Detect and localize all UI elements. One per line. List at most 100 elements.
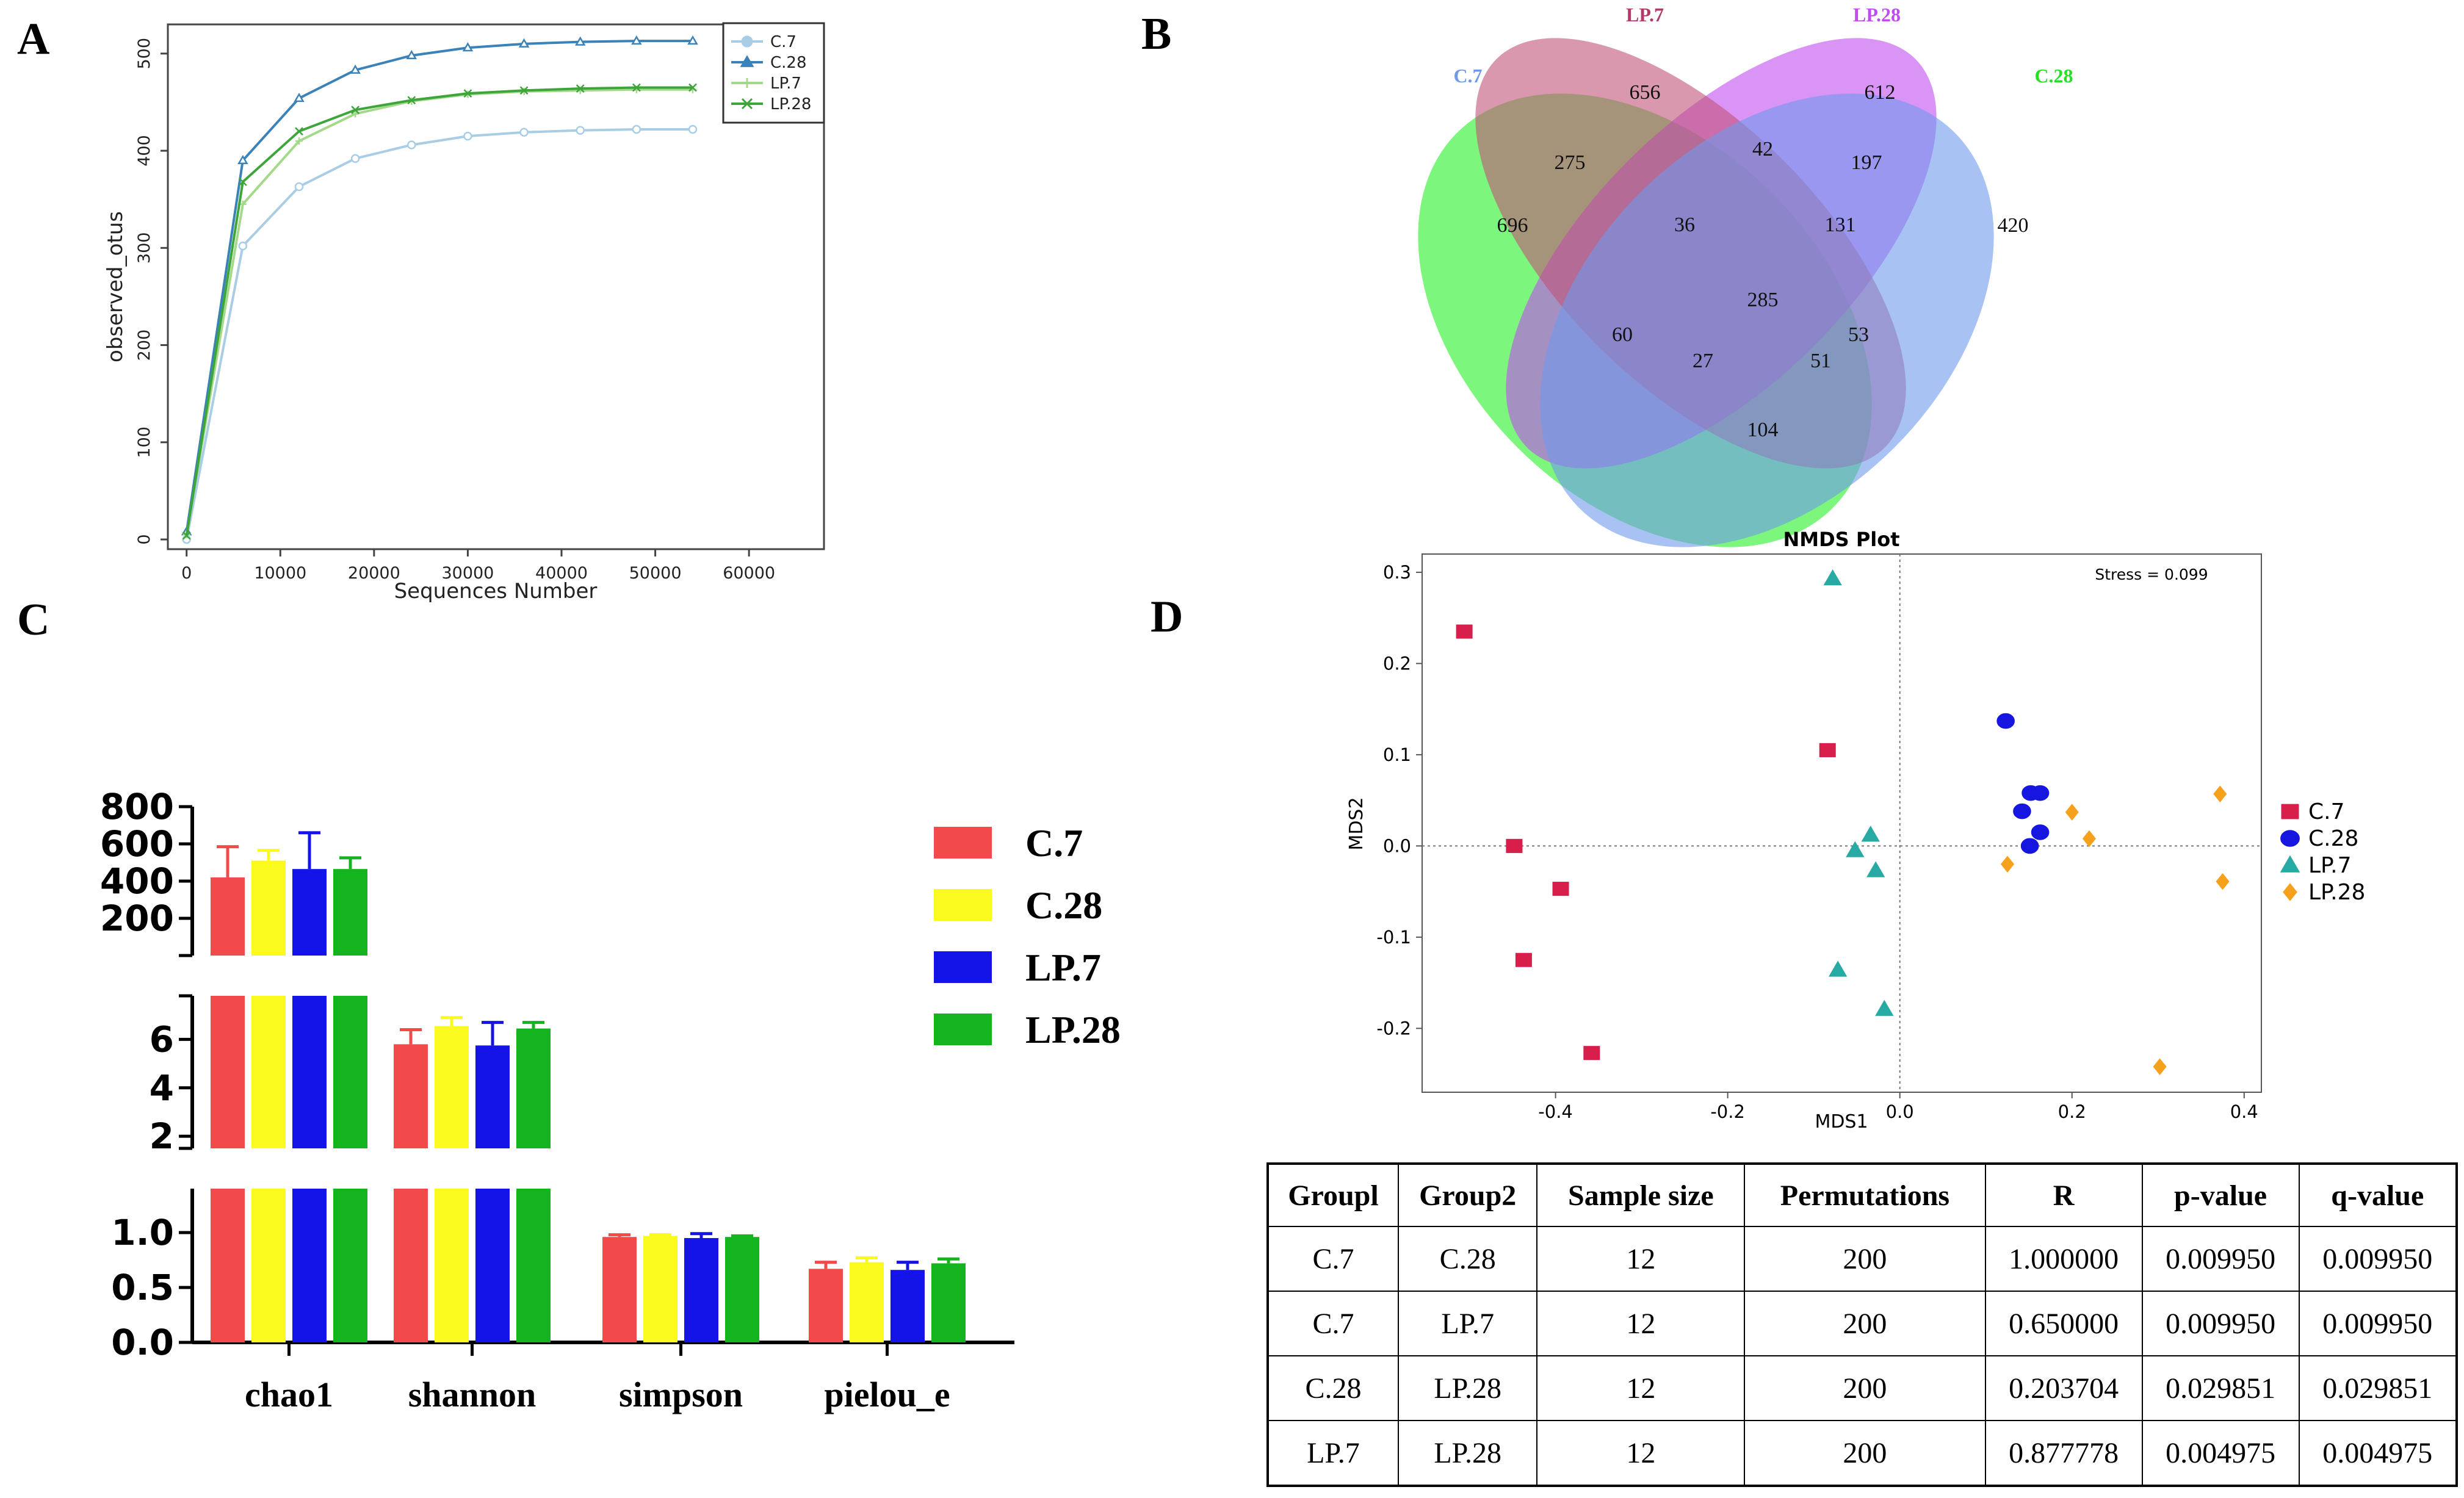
nmds-point-C.7	[1456, 624, 1473, 639]
venn-count-LP7: 656	[1630, 81, 1661, 104]
nmds-ytick-label: -0.1	[1376, 927, 1411, 948]
venn-count-LP7-C28: 53	[1848, 323, 1869, 346]
table-cell: 0.004975	[2141, 1420, 2300, 1486]
rarefaction-point	[463, 131, 472, 141]
venn-count-LP7-LP28-C28: 131	[1825, 214, 1856, 236]
alpha-legend: C.7 C.28 LP.7 LP.28	[934, 821, 1121, 1051]
table-cell: LP.28	[1397, 1355, 1538, 1421]
rarefaction-point	[462, 42, 474, 52]
nmds-plot-frame	[1422, 553, 2262, 1093]
nmds-xtick-label: -0.2	[1710, 1101, 1745, 1122]
nmds-ytick-label: 0.2	[1383, 653, 1411, 674]
rarefaction-legend-marker	[741, 98, 753, 110]
nmds-point-LP.7	[1875, 999, 1894, 1016]
table-cell: 12	[1536, 1420, 1746, 1486]
nmds-legend-marker	[2283, 883, 2297, 901]
nmds-ylabel: MDS2	[1346, 797, 1367, 850]
rarefaction-point	[632, 83, 641, 92]
table-header-cell: R	[1984, 1163, 2143, 1227]
table-cell: 0.029851	[2141, 1355, 2300, 1421]
table-cell: 0.009950	[2141, 1291, 2300, 1356]
nmds-point-C.28	[2020, 838, 2039, 854]
alpha-error-bar	[217, 845, 239, 877]
alpha-bar-shannon-LP.7	[475, 1045, 510, 1148]
alpha-ytick-label: 0.0	[111, 1322, 174, 1363]
table-cell: 200	[1744, 1226, 1986, 1292]
alpha-bar-chao1-C.7	[211, 877, 245, 956]
rarefaction-legend-label: C.7	[770, 33, 797, 51]
nmds-point-C.28	[2031, 824, 2050, 840]
nmds-xtick-label: 0.2	[2058, 1101, 2086, 1122]
alpha-bar-chao1-LP.7	[292, 1189, 327, 1342]
table-cell: C.7	[1267, 1291, 1399, 1356]
alpha-bar-pielou_e-C.7	[809, 1269, 843, 1342]
alpha-bar-shannon-LP.28	[516, 1189, 551, 1342]
alpha-error-bar	[897, 1261, 919, 1270]
table-cell: 0.877778	[1984, 1420, 2143, 1486]
alpha-error-bar	[339, 856, 361, 870]
alpha-error-bar	[856, 1256, 878, 1262]
nmds-point-C.7	[1583, 1046, 1600, 1060]
nmds-title: NMDS Plot	[1783, 528, 1899, 551]
nmds-point-LP.7	[1846, 841, 1865, 857]
rarefaction-point	[519, 86, 529, 95]
rarefaction-legend-box	[722, 22, 825, 124]
panel-label-a: A	[17, 14, 49, 64]
table-cell: 0.004975	[2298, 1420, 2458, 1486]
rarefaction-xlabel: Sequences Number	[394, 579, 598, 603]
rarefaction-xtick-label: 30000	[441, 564, 494, 583]
table-cell: 0.009950	[2298, 1226, 2458, 1292]
alpha-error-bar	[815, 1261, 837, 1269]
alpha-ytick-label: 6	[150, 1018, 174, 1060]
alpha-error-bar	[609, 1233, 630, 1237]
venn-label-c7: C.7	[1453, 65, 1482, 87]
venn-count-C7-C28: 104	[1747, 419, 1779, 441]
alpha-ytick-label: 200	[100, 898, 174, 939]
venn-count-LP7-LP28: 42	[1752, 138, 1773, 160]
alpha-bar-chao1-LP.7	[292, 996, 327, 1148]
table-header-cell: q-value	[2298, 1163, 2458, 1227]
alpha-bar-chao1-C.7	[211, 1189, 245, 1342]
alpha-bar-shannon-LP.28	[516, 1028, 551, 1148]
table-cell: 200	[1744, 1291, 1986, 1356]
alpha-bar-simpson-C.28	[643, 1236, 677, 1342]
alpha-legend-label: LP.28	[1025, 1008, 1121, 1051]
venn-diagram: C.7 LP.7 LP.28 C.28 696 656 612 420 275 42 197…	[1418, 4, 2073, 547]
nmds-point-LP.28	[2082, 830, 2096, 848]
venn-count-C7: 696	[1497, 214, 1528, 237]
alpha-bar-shannon-C.28	[435, 1026, 469, 1148]
alpha-bar-simpson-LP.7	[684, 1238, 718, 1342]
alpha-bar-chao1-LP.28	[333, 869, 367, 956]
alpha-bar-pielou_e-LP.28	[931, 1263, 966, 1342]
table-cell: C.28	[1397, 1226, 1538, 1292]
nmds-point-LP.28	[2216, 873, 2230, 890]
nmds-point-LP.28	[2153, 1058, 2167, 1075]
nmds-legend-label: LP.28	[2308, 880, 2365, 905]
alpha-legend-label: LP.7	[1025, 946, 1101, 989]
table-header-cell: Sample size	[1536, 1163, 1746, 1227]
rarefaction-point	[518, 38, 530, 48]
table-row: C.7 C.28 12 200 1.000000 0.009950 0.009950	[1267, 1226, 2458, 1292]
venn-label-lp28: LP.28	[1853, 4, 1901, 26]
rarefaction-point	[238, 178, 247, 186]
nmds-ytick-label: 0.0	[1383, 835, 1411, 856]
alpha-xtick-label: shannon	[408, 1375, 537, 1414]
rarefaction-legend-marker	[740, 55, 754, 67]
rarefaction-line-C.7	[185, 128, 693, 540]
rarefaction-xtick-label: 10000	[254, 564, 306, 583]
table-header-cell: Group2	[1397, 1163, 1538, 1227]
venn-label-c28: C.28	[2034, 65, 2073, 87]
rarefaction-ytick-label: 100	[135, 427, 154, 458]
alpha-error-bar	[482, 1021, 504, 1046]
alpha-legend-swatch	[934, 951, 992, 983]
table-cell: C.28	[1267, 1355, 1399, 1421]
table-cell: 12	[1536, 1226, 1746, 1292]
rarefaction-point	[406, 49, 417, 60]
venn-label-lp7: LP.7	[1626, 4, 1664, 26]
alpha-bar-chao1-C.28	[251, 996, 286, 1148]
alpha-error-bar	[258, 849, 280, 861]
rarefaction-ytick-label: 400	[135, 135, 154, 167]
